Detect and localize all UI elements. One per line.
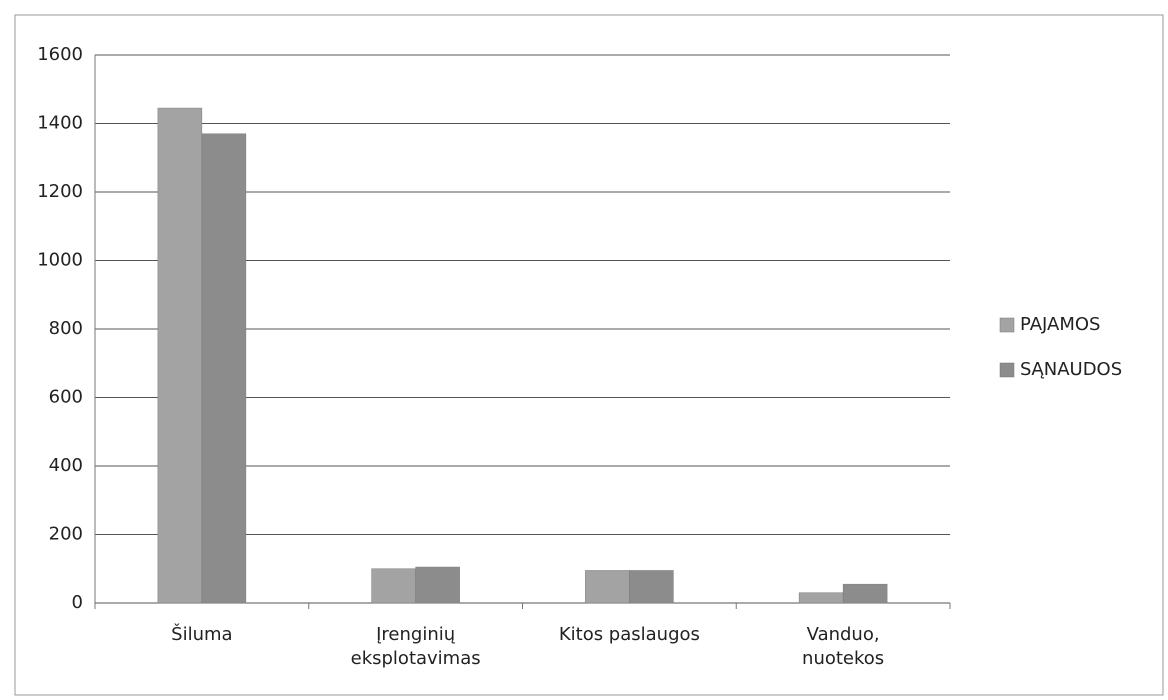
bar bbox=[201, 133, 247, 604]
y-tick-label: 1600 bbox=[37, 44, 83, 65]
x-tick-label: Šiluma bbox=[171, 624, 233, 645]
bar bbox=[371, 568, 416, 604]
bar bbox=[798, 592, 844, 604]
legend-swatch bbox=[999, 317, 1015, 333]
y-tick-label: 1000 bbox=[37, 250, 83, 271]
bar bbox=[629, 570, 674, 604]
bar bbox=[842, 583, 888, 604]
x-tick-label: Vanduo, nuotekos bbox=[802, 624, 885, 669]
y-tick-label: 1400 bbox=[37, 113, 83, 134]
bar bbox=[415, 566, 460, 604]
y-tick-label: 600 bbox=[49, 387, 83, 408]
bar bbox=[585, 570, 630, 604]
y-tick-label: 200 bbox=[49, 524, 83, 545]
y-tick-label: 800 bbox=[49, 318, 83, 339]
y-tick-label: 400 bbox=[49, 455, 83, 476]
legend-swatch bbox=[999, 362, 1015, 378]
bar bbox=[157, 107, 203, 604]
x-tick-label: Įrenginių eksplotavimas bbox=[350, 624, 481, 669]
legend-label: PAJAMOS bbox=[1020, 314, 1100, 335]
y-tick-label: 0 bbox=[72, 592, 83, 613]
chart-frame bbox=[14, 14, 1164, 696]
legend-label: SĄNAUDOS bbox=[1020, 359, 1122, 380]
y-tick-label: 1200 bbox=[37, 181, 83, 202]
x-tick-label: Kitos paslaugos bbox=[558, 624, 700, 645]
